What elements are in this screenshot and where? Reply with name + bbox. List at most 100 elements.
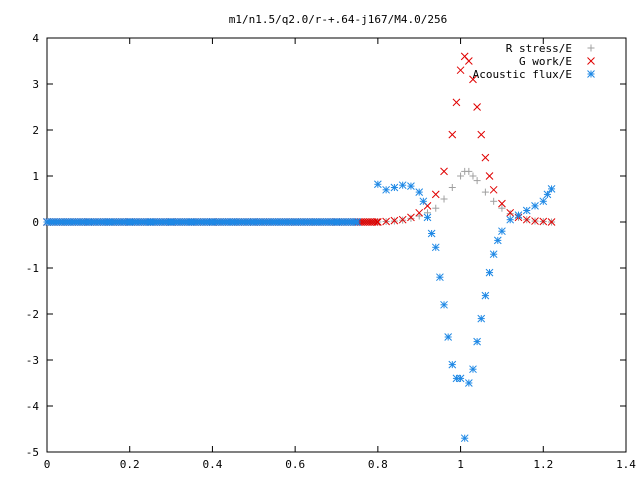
y-tick-label: 4: [32, 32, 39, 45]
axes: 0 0.2 0.4 0.6 0.8 1 1.2 1.4 4 3 2 1 0 -1 -2 -3 -4 -5: [26, 32, 637, 471]
data-point: [372, 218, 381, 226]
data-point: [464, 379, 473, 387]
y-tick-label: -4: [26, 400, 40, 413]
series-layer: [43, 52, 556, 443]
data-point: [506, 210, 514, 218]
x-tick-label: 1.4: [616, 458, 636, 471]
data-point: [352, 218, 361, 226]
data-point: [452, 98, 461, 107]
x-tick-label: 0: [44, 458, 51, 471]
legend-marker: [587, 70, 595, 78]
data-point: [473, 103, 481, 111]
data-point: [448, 184, 456, 191]
legend-label: G work/E: [519, 55, 572, 68]
data-point: [415, 208, 424, 217]
data-point: [407, 182, 415, 190]
data-point: [415, 188, 424, 196]
data-point: [469, 365, 477, 374]
x-tick-label: 0.6: [285, 458, 305, 471]
x-tick-label: 1: [457, 458, 464, 471]
y-tick-label: -5: [26, 446, 39, 459]
data-point: [481, 188, 489, 196]
y-tick-label: 1: [32, 170, 39, 183]
data-point: [469, 172, 477, 180]
data-point: [390, 183, 399, 192]
data-point: [382, 217, 390, 226]
data-point: [382, 185, 390, 194]
data-point: [498, 204, 506, 212]
data-point: [465, 167, 473, 175]
data-point: [456, 374, 465, 383]
data-point: [407, 213, 415, 222]
data-point: [477, 130, 486, 139]
data-point: [448, 360, 457, 369]
data-point: [456, 66, 465, 75]
data-point: [539, 217, 548, 226]
plot-frame: [46, 37, 627, 453]
data-point: [481, 153, 490, 162]
y-tick-label: 2: [32, 124, 39, 137]
data-point: [489, 185, 498, 194]
data-point: [460, 434, 469, 443]
y-tick-label: 3: [32, 78, 39, 91]
data-point: [431, 243, 440, 252]
data-point: [374, 218, 382, 226]
data-point: [444, 333, 453, 341]
data-point: [473, 337, 481, 346]
data-point: [493, 236, 502, 245]
data-point: [407, 214, 415, 222]
data-point: [531, 202, 539, 210]
data-point: [506, 208, 515, 217]
data-point: [440, 300, 448, 309]
x-tick-label: 0.2: [120, 458, 140, 471]
legend-marker: [587, 57, 595, 65]
data-point: [469, 75, 477, 84]
data-point: [543, 190, 552, 199]
series-plus: [43, 167, 556, 226]
data-point: [547, 218, 556, 226]
data-point: [457, 172, 465, 180]
data-point: [370, 218, 379, 226]
data-point: [473, 177, 481, 185]
y-tick-label: -3: [26, 354, 39, 367]
data-point: [374, 180, 382, 189]
data-point: [522, 206, 531, 215]
x-tick-label: 0.4: [202, 458, 222, 471]
data-point: [423, 213, 432, 222]
data-point: [531, 217, 539, 225]
legend-marker: [587, 44, 595, 52]
legend-label: Acoustic flux/E: [473, 68, 572, 81]
data-point: [415, 212, 423, 220]
data-point: [539, 197, 548, 206]
x-tick-label: 1.2: [533, 458, 553, 471]
data-point: [427, 229, 436, 238]
data-point: [506, 215, 515, 224]
data-point: [432, 204, 440, 212]
data-point: [436, 273, 444, 282]
data-point: [398, 181, 407, 190]
data-point: [390, 216, 399, 225]
data-point: [481, 291, 490, 300]
y-tick-label: -1: [26, 262, 39, 275]
data-point: [498, 227, 506, 236]
legend-label: R stress/E: [506, 42, 572, 55]
data-point: [431, 190, 440, 199]
series-star: [43, 180, 556, 443]
data-point: [477, 314, 486, 323]
y-tick-label: -2: [26, 308, 39, 321]
data-point: [485, 172, 494, 180]
data-point: [522, 215, 531, 224]
data-point: [419, 197, 428, 206]
data-point: [498, 199, 506, 208]
data-point: [489, 250, 498, 259]
chart-title: m1/n1.5/q2.0/r-+.64-j167/M4.0/256: [229, 13, 448, 26]
data-point: [547, 185, 556, 193]
x-tick-label: 0.8: [368, 458, 388, 471]
data-point: [440, 167, 448, 176]
data-point: [490, 197, 498, 205]
data-point: [485, 268, 494, 277]
data-point: [514, 211, 523, 219]
y-tick-label: 0: [32, 216, 39, 229]
